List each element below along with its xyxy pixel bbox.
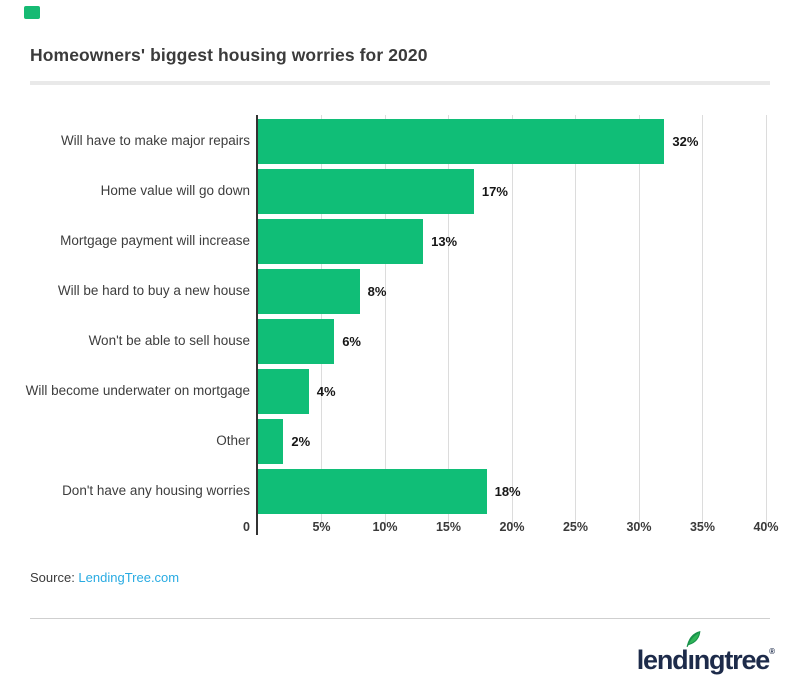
source-line: Source: LendingTree.com xyxy=(30,570,179,585)
category-label: Will have to make major repairs xyxy=(60,133,250,149)
value-label: 6% xyxy=(342,334,361,349)
value-label: 13% xyxy=(431,234,458,249)
accent-square xyxy=(24,6,40,19)
gridline xyxy=(448,115,449,525)
value-label: 8% xyxy=(367,284,387,299)
x-tick-label: 15% xyxy=(435,520,462,534)
registered-mark: ® xyxy=(769,647,775,656)
category-label: Other xyxy=(216,433,250,449)
bar xyxy=(258,219,424,264)
gridline xyxy=(702,115,703,525)
x-tick-label: 25% xyxy=(562,520,589,534)
category-label: Will become underwater on mortgage xyxy=(25,383,250,399)
bar xyxy=(258,369,309,414)
logo-text-part2: ngtree xyxy=(693,645,771,675)
bar xyxy=(258,469,487,514)
value-label: 18% xyxy=(494,484,521,499)
gridline xyxy=(384,115,386,525)
x-tick-label: 5% xyxy=(312,520,331,534)
logo-text-part1: lend xyxy=(636,645,689,675)
category-label: Won't be able to sell house xyxy=(88,333,250,349)
x-tick-label: 40% xyxy=(753,520,779,534)
x-tick-label: 20% xyxy=(499,520,525,534)
chart-title: Homeowners' biggest housing worries for … xyxy=(30,45,428,65)
value-label: 4% xyxy=(316,384,336,399)
footer-divider xyxy=(30,618,770,619)
category-label: Will be hard to buy a new house xyxy=(57,283,250,299)
y-axis-line xyxy=(256,115,258,535)
bar xyxy=(258,419,284,464)
lendingtree-logo: lend ıngtree® xyxy=(636,630,775,676)
leaf-icon xyxy=(686,630,701,647)
bar xyxy=(258,169,474,214)
x-tick-label: 30% xyxy=(626,520,652,534)
category-label: Mortgage payment will increase xyxy=(60,233,250,249)
category-label: Don't have any housing worries xyxy=(62,483,250,499)
gridline xyxy=(511,115,513,525)
bar xyxy=(258,269,360,314)
value-label: 2% xyxy=(291,434,311,449)
source-link[interactable]: LendingTree.com xyxy=(78,570,180,585)
x-tick-label: 0 xyxy=(243,520,250,534)
gridline xyxy=(575,115,576,525)
value-label: 17% xyxy=(481,184,508,199)
x-tick-label: 10% xyxy=(372,520,398,534)
value-label: 32% xyxy=(672,134,699,149)
gridline xyxy=(638,115,640,525)
category-label: Home value will go down xyxy=(100,183,250,199)
bar-chart: 0 5% 10% 15% 20% 25% 30% 35% 40% Will have to mak… xyxy=(0,115,800,540)
gridline xyxy=(765,115,767,525)
source-label: Source: xyxy=(30,570,79,585)
x-tick-label: 35% xyxy=(689,520,716,534)
bar xyxy=(258,319,335,364)
title-divider xyxy=(30,81,770,85)
logo-letter-i: ı xyxy=(686,630,701,676)
bar xyxy=(258,119,665,164)
logo-dotless-i: ı xyxy=(687,645,695,675)
